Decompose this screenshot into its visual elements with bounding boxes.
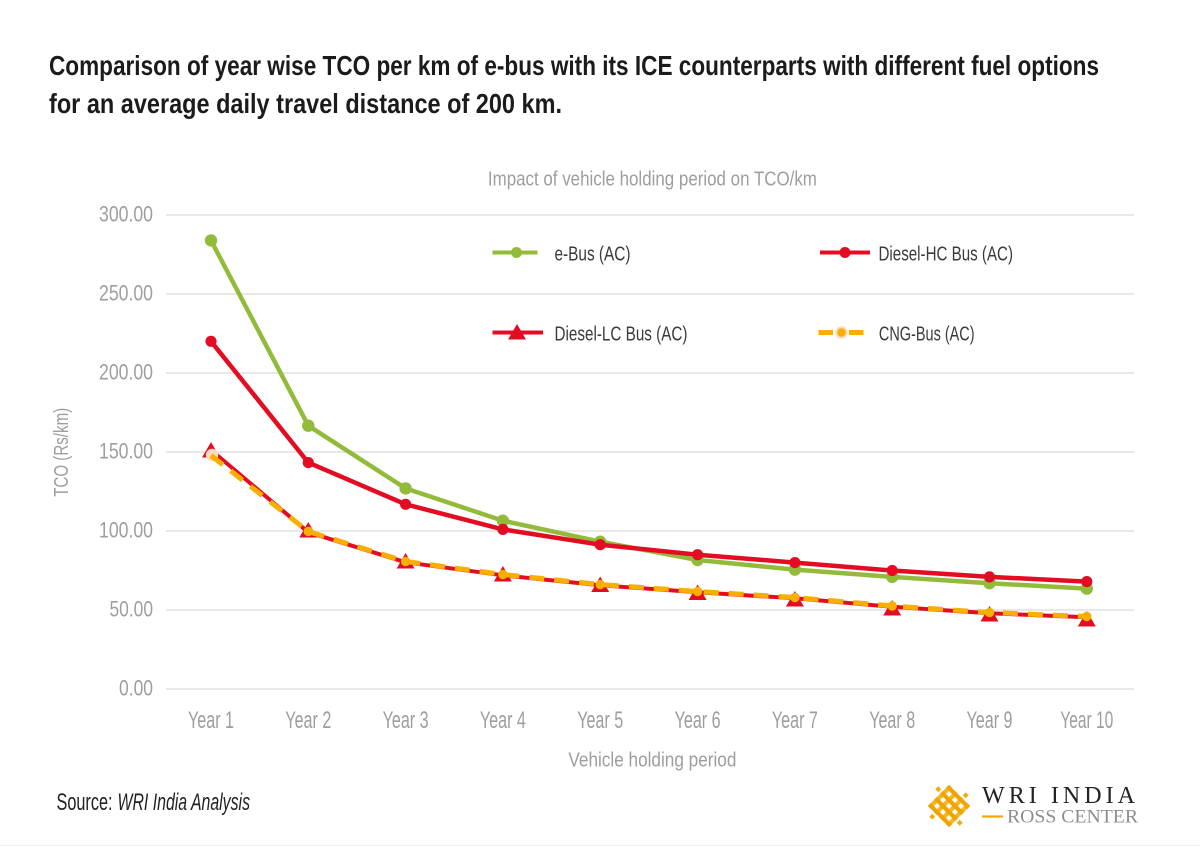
svg-text:Year 5: Year 5 [577, 707, 623, 734]
svg-text:Comparison of year wise TCO pe: Comparison of year wise TCO per km of e-… [49, 50, 1099, 81]
svg-text:Diesel-LC Bus (AC): Diesel-LC Bus (AC) [555, 323, 688, 346]
svg-text:WRI India Analysis: WRI India Analysis [118, 789, 251, 816]
svg-text:Impact of vehicle holding peri: Impact of vehicle holding period on TCO/… [488, 169, 817, 191]
svg-text:Year 10: Year 10 [1060, 707, 1113, 734]
svg-text:150.00: 150.00 [99, 439, 153, 464]
svg-text:Year 6: Year 6 [675, 707, 721, 734]
svg-text:0.00: 0.00 [119, 676, 153, 701]
svg-text:CNG-Bus (AC): CNG-Bus (AC) [879, 323, 975, 346]
svg-text:50.00: 50.00 [110, 597, 154, 622]
svg-text:100.00: 100.00 [99, 518, 153, 543]
svg-text:for an average daily travel di: for an average daily travel distance of … [49, 88, 562, 119]
svg-text:250.00: 250.00 [99, 281, 153, 306]
svg-text:ROSS CENTER: ROSS CENTER [1007, 807, 1138, 828]
svg-text:Year 3: Year 3 [383, 707, 429, 734]
svg-text:Vehicle holding period: Vehicle holding period [568, 750, 736, 772]
svg-text:Year 4: Year 4 [480, 707, 526, 734]
svg-text:Year 9: Year 9 [967, 707, 1013, 734]
svg-text:Year 8: Year 8 [869, 707, 915, 734]
svg-text:TCO (Rs/km): TCO (Rs/km) [51, 408, 73, 497]
svg-text:e-Bus (AC): e-Bus (AC) [555, 243, 631, 266]
svg-text:Year 2: Year 2 [285, 707, 331, 734]
svg-text:300.00: 300.00 [99, 202, 153, 227]
svg-text:Diesel-HC Bus (AC): Diesel-HC Bus (AC) [879, 243, 1014, 266]
svg-text:Year 7: Year 7 [772, 707, 818, 734]
svg-text:Year 1: Year 1 [188, 707, 234, 734]
svg-text:200.00: 200.00 [99, 360, 153, 385]
svg-text:Source:: Source: [57, 789, 113, 816]
